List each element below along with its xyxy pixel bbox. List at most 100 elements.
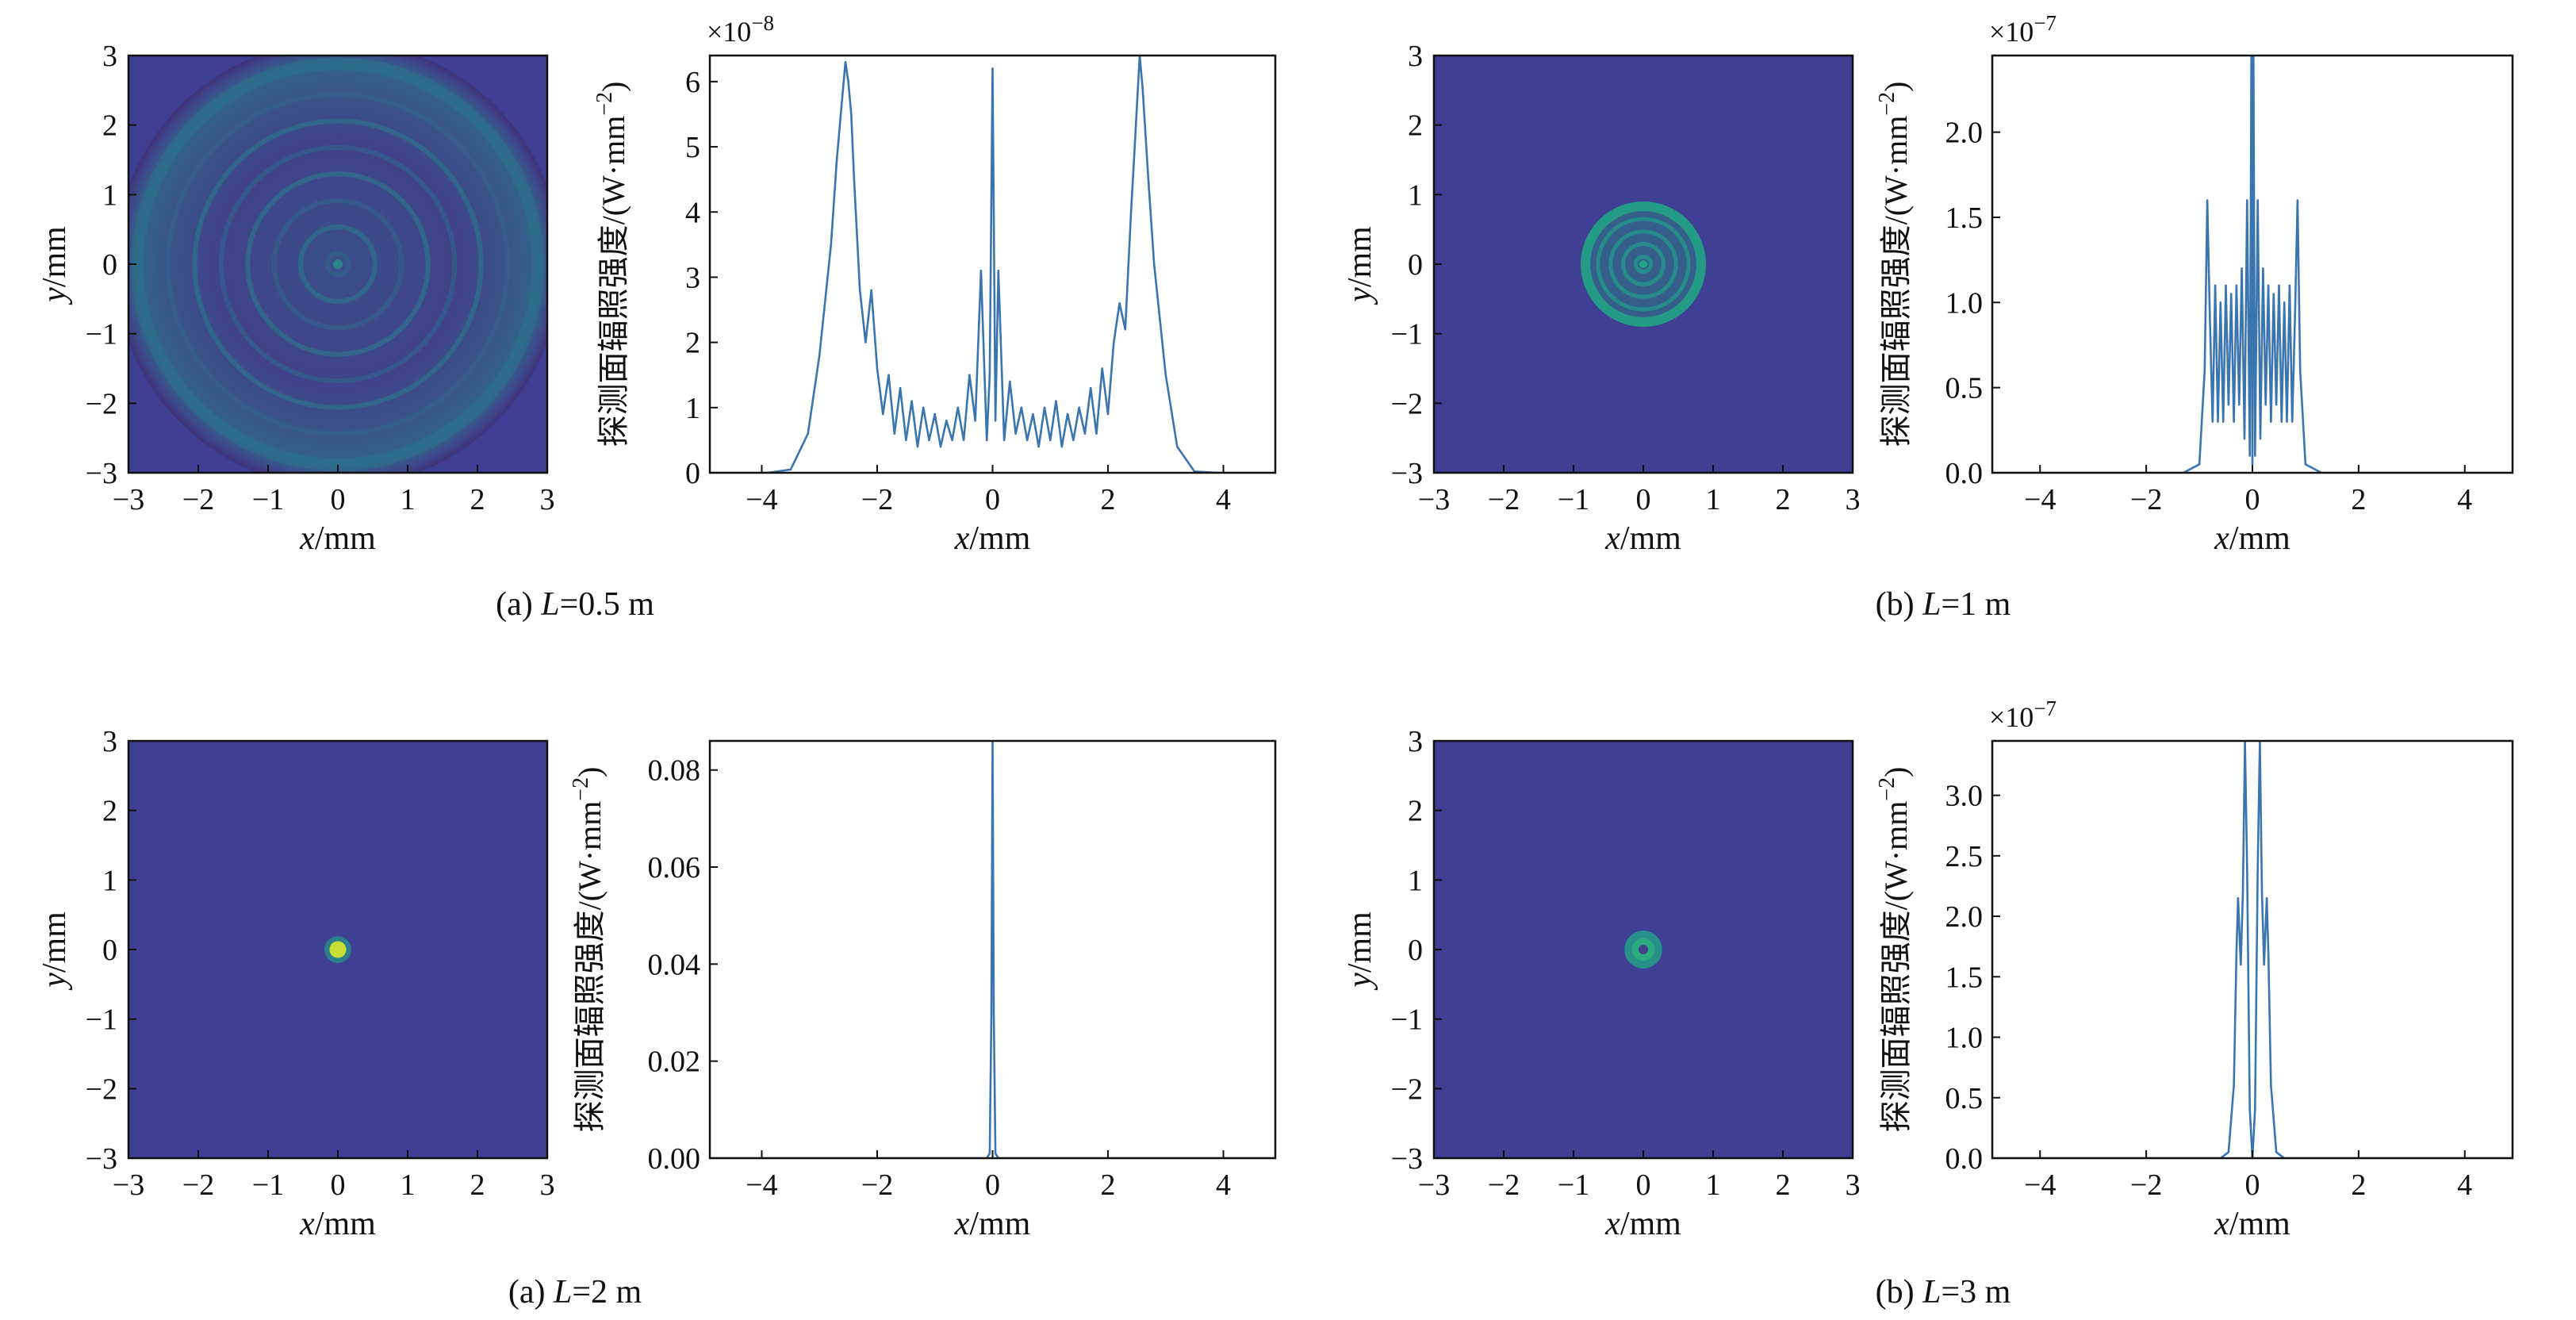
y-tick-label: −2 <box>86 1072 117 1106</box>
y-tick-label: −1 <box>86 318 117 351</box>
diffraction-ring <box>298 224 378 304</box>
data-point <box>1072 439 1075 442</box>
data-point <box>2203 369 2206 372</box>
data-point <box>2235 951 2238 954</box>
y-tick-label: 2.5 <box>1945 840 1984 873</box>
series-line <box>710 741 1275 1158</box>
data-point <box>1037 445 1040 448</box>
data-point <box>2299 369 2302 372</box>
diffraction-ring <box>165 91 511 437</box>
multiplier-base: ×10 <box>707 16 751 48</box>
panel-caption: (b) L=1 m <box>1876 586 2011 623</box>
y-tick-label: −2 <box>1391 387 1423 420</box>
y-tick-label: −3 <box>86 457 117 490</box>
data-point <box>1089 386 1092 389</box>
y-tick-label: 0.06 <box>648 851 701 884</box>
y-axis-text: 探测面辐照强度/(W·mm <box>1878 801 1914 1133</box>
x-axis-var: x <box>2214 1206 2229 1242</box>
x-axis-label: x/mm <box>1604 1206 1681 1242</box>
y-axis-label: y/mm <box>1342 911 1378 991</box>
data-point <box>1032 412 1034 416</box>
y-tick-label: 3 <box>102 725 117 758</box>
y-axis-label: 探测面辐照强度/(W·mm−2) <box>569 767 608 1133</box>
data-point <box>2243 437 2246 440</box>
data-point <box>2240 963 2242 966</box>
data-point <box>1129 211 1133 213</box>
profile-a-bottom-profile: −4 −2 0 2 4 0.00 0.02 0.04 0.06 0.08 x/mm 探测面辐照强度/(… <box>569 739 1277 1242</box>
map-image <box>128 741 547 1158</box>
data-point <box>2246 866 2248 869</box>
data-point <box>899 386 902 389</box>
y-tick-label: 1.0 <box>1945 286 1984 320</box>
data-point <box>1141 86 1144 90</box>
y-tick-label: 0 <box>102 248 117 282</box>
x-tick-label: −2 <box>2130 483 2162 516</box>
caption-var: L <box>540 586 559 623</box>
y-tick-label: 1.5 <box>1945 201 1984 235</box>
data-point <box>2254 1108 2256 1111</box>
data-point <box>2264 403 2267 406</box>
y-axis-unit: /mm <box>36 226 73 287</box>
data-point <box>2217 420 2219 423</box>
data-point <box>2275 403 2278 406</box>
y-tick-label: 2 <box>102 109 117 143</box>
data-point <box>844 61 847 63</box>
multiplier-base: ×10 <box>1989 16 2034 48</box>
x-tick-label: 0 <box>985 483 1000 516</box>
x-tick-label: 4 <box>1216 483 1231 516</box>
x-axis-unit: /mm <box>1620 520 1681 557</box>
data-point <box>2248 455 2251 457</box>
data-point <box>2227 403 2230 406</box>
data-point <box>2219 301 2222 304</box>
data-point <box>2288 284 2291 287</box>
data-point <box>2262 267 2264 270</box>
data-point <box>2270 420 2272 423</box>
y-tick-label: 1.5 <box>1945 961 1984 994</box>
data-point <box>2254 455 2256 457</box>
data-point <box>916 445 919 448</box>
data-point <box>2227 1151 2230 1153</box>
data-point <box>997 270 999 272</box>
x-tick-label: 2 <box>2351 1168 2366 1202</box>
data-point <box>850 113 853 116</box>
data-point <box>905 439 907 442</box>
data-point <box>1153 263 1156 266</box>
scale-multiplier: ×10−7 <box>1989 11 2057 48</box>
data-point <box>1002 439 1006 442</box>
data-point <box>994 1152 997 1155</box>
data-point <box>1066 412 1069 416</box>
data-point <box>818 354 821 357</box>
x-tick-label: −1 <box>1558 1168 1589 1202</box>
y-tick-label: 3.0 <box>1945 780 1984 813</box>
data-point <box>807 432 809 435</box>
data-point <box>2214 284 2217 287</box>
data-point <box>2209 318 2211 320</box>
y-axis-unit: /mm <box>36 911 73 973</box>
y-tick-label: 1 <box>102 178 117 212</box>
y-tick-label: 3 <box>685 261 700 294</box>
data-point <box>986 439 988 442</box>
data-point <box>1060 445 1064 448</box>
data-point <box>2237 897 2240 900</box>
data-point <box>2246 199 2248 201</box>
y-axis-text: 探测面辐照强度/(W·mm <box>1878 116 1914 447</box>
x-axis-unit: /mm <box>969 1206 1030 1242</box>
bright-ring <box>1581 201 1706 327</box>
caption-prefix: (b) <box>1876 1274 1922 1310</box>
scale-multiplier: ×10−7 <box>1989 696 2057 733</box>
x-tick-label: 1 <box>401 483 416 516</box>
data-point <box>858 289 861 292</box>
data-point <box>864 341 867 343</box>
data-point <box>2304 463 2307 466</box>
y-tick-label: 2 <box>1408 109 1423 143</box>
data-point <box>2272 293 2275 295</box>
panel-caption: (a) L=0.5 m <box>496 586 654 623</box>
profile-b-top-profile: −4 −2 0 2 40.00.51.01.52.0x/mm探测面辐照强度/(W·mm−… <box>1875 11 2514 557</box>
data-point <box>1009 380 1011 383</box>
data-point <box>1118 302 1121 305</box>
plot-frame <box>1991 739 2514 1160</box>
center-spot <box>333 259 343 269</box>
data-point <box>2259 437 2262 440</box>
